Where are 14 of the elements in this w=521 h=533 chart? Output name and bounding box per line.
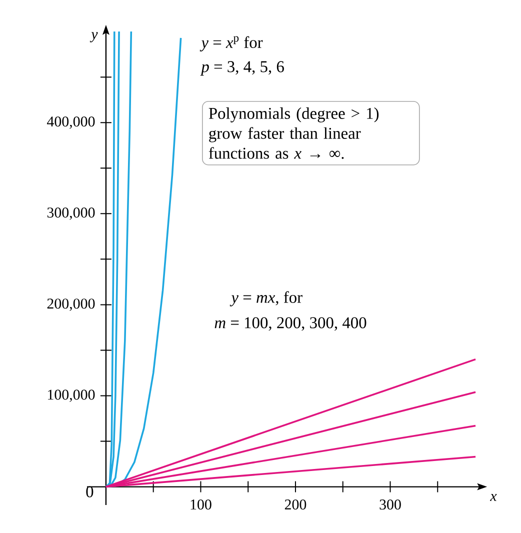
x-axis-title: x: [490, 494, 497, 501]
annotation: p = 3, 4, 5, 6: [200, 61, 284, 76]
y-axis-title: y: [90, 32, 98, 42]
y-tick-label: 100,000: [48, 390, 95, 402]
annotation: m = 100, 200, 300, 400: [214, 317, 366, 331]
x-tick-label: 100: [190, 499, 212, 510]
annotation: Polynomials (degree > 1) grow faster than linear functions as x → ∞.: [208, 107, 379, 159]
y-tick-label: 200,000: [47, 298, 95, 311]
y-tick-label: 400,000: [47, 116, 95, 129]
x-tick-label: 200: [284, 499, 306, 510]
annotation: y = mx, for: [230, 291, 302, 306]
x-tick-label: 300: [380, 499, 401, 510]
y-tick-label: 300,000: [47, 208, 95, 220]
annotation: y = x$^{p}$ for: [200, 36, 263, 52]
